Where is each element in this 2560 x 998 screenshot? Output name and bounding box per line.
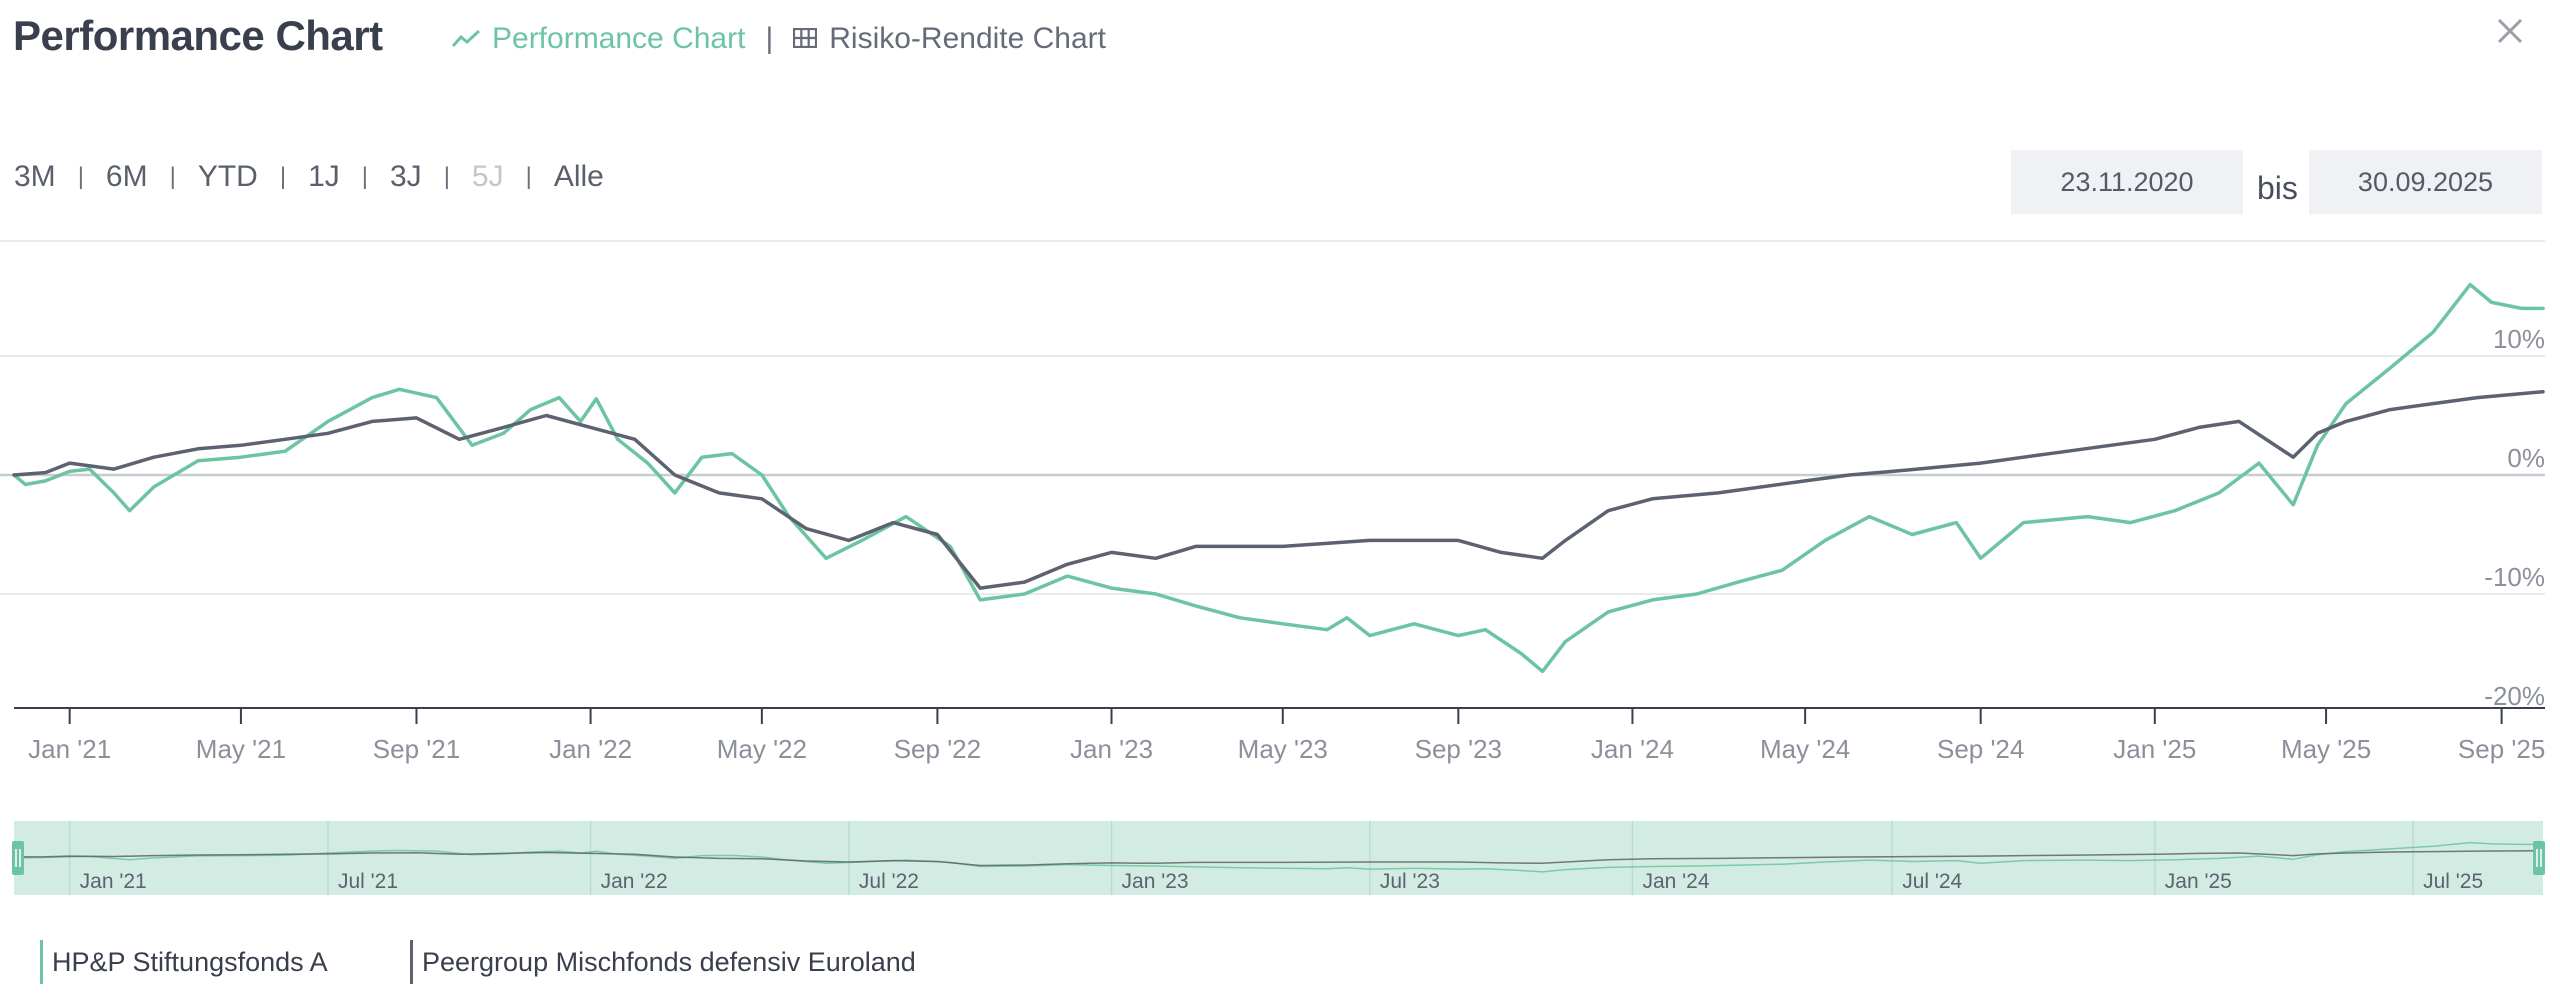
range-button-ytd[interactable]: YTD: [197, 160, 258, 193]
legend-item-peergroup[interactable]: Peergroup Mischfonds defensiv Euroland: [410, 940, 916, 984]
table-grid-icon: [793, 22, 818, 56]
navigator-tick-label: Jan '22: [601, 870, 668, 893]
series-line-peergroup: [12, 389, 2545, 590]
tab-performance-chart[interactable]: Performance Chart: [451, 22, 746, 56]
range-separator: |: [525, 163, 532, 190]
range-buttons: 3M | 6M | YTD | 1J | 3J | 5J | Alle: [14, 160, 604, 194]
navigator-tick-label: Jul '24: [1902, 870, 1962, 893]
x-tick-label: Jan '24: [1591, 734, 1674, 764]
legend-label-peergroup: Peergroup Mischfonds defensiv Euroland: [422, 946, 916, 977]
tab-risiko-rendite-chart[interactable]: Risiko-Rendite Chart: [793, 22, 1106, 56]
navigator-handle-body: [12, 841, 24, 875]
navigator-handle-left[interactable]: [12, 841, 24, 875]
navigator-line-fund: [13, 841, 2543, 873]
x-tick-label: May '25: [2281, 734, 2371, 764]
x-tick-label: May '21: [196, 734, 286, 764]
range-button-3j[interactable]: 3J: [390, 160, 422, 193]
performance-line-chart: 10% 0% -10% -20% Jan '21 May '21 Sep '21 Jan '2…: [0, 240, 2545, 764]
x-tick-label: Sep '24: [1937, 734, 2024, 764]
range-button-1j[interactable]: 1J: [308, 160, 340, 193]
navigator-tick-label: Jul '25: [2423, 870, 2483, 893]
navigator-tick-label: Jan '25: [2165, 870, 2232, 893]
y-tick-label: 10%: [2493, 324, 2545, 354]
y-tick-label: -20%: [2484, 681, 2545, 711]
x-tick-label: May '24: [1760, 734, 1850, 764]
x-tick-label: Jan '22: [549, 734, 632, 764]
x-tick-label: Jan '25: [2113, 734, 2196, 764]
x-tick-label: Sep '22: [894, 734, 981, 764]
navigator-tick-label: Jan '23: [1122, 870, 1189, 893]
tab-performance-chart-label: Performance Chart: [492, 22, 746, 55]
legend-item-fund[interactable]: HP&P Stiftungsfonds A: [40, 940, 328, 984]
navigator-handle-body: [2533, 841, 2545, 875]
navigator-line-peergroup: [13, 849, 2544, 867]
range-button-3m[interactable]: 3M: [14, 160, 56, 193]
tab-risiko-rendite-chart-label: Risiko-Rendite Chart: [829, 22, 1107, 55]
x-tick-label: Sep '25: [2458, 734, 2545, 764]
legend-swatch-peergroup: [410, 940, 413, 984]
chart-navigator[interactable]: Jan '21 Jul '21 Jan '22 Jul '22 Jan '23 Jul '…: [0, 815, 2560, 895]
x-tick-label: Jan '23: [1070, 734, 1153, 764]
x-tick-label: Sep '23: [1415, 734, 1502, 764]
line-chart-icon: [451, 22, 481, 56]
y-tick-label: 0%: [2507, 443, 2545, 473]
range-button-alle[interactable]: Alle: [553, 160, 604, 193]
range-separator: |: [443, 163, 450, 190]
navigator-tick-label: Jan '21: [80, 870, 147, 893]
navigator-tick-label: Jul '22: [859, 870, 919, 893]
page-title: Performance Chart: [13, 12, 383, 59]
navigator-tick-label: Jan '24: [1642, 870, 1709, 893]
x-tick-label: Sep '21: [373, 734, 460, 764]
range-separator: |: [169, 163, 176, 190]
date-from-input[interactable]: [2011, 150, 2243, 214]
x-tick-label: May '22: [717, 734, 807, 764]
navigator-selection: [14, 821, 2543, 895]
range-separator: |: [77, 163, 84, 190]
y-tick-label: -10%: [2484, 562, 2545, 592]
navigator-tick-label: Jul '21: [338, 870, 398, 893]
date-range-bis-label: bis: [2257, 170, 2298, 206]
series-line-fund: [12, 282, 2545, 674]
close-icon: [2497, 18, 2523, 44]
range-separator: |: [279, 163, 287, 190]
tab-separator: |: [765, 22, 774, 55]
x-tick-label: May '23: [1238, 734, 1328, 764]
range-button-5j: 5J: [471, 160, 504, 193]
legend-label-fund: HP&P Stiftungsfonds A: [52, 946, 328, 977]
chart-tabs: Performance Chart | Risiko-Rendite Chart: [451, 22, 1106, 56]
x-tick-label: Jan '21: [28, 734, 111, 764]
close-button[interactable]: [2492, 10, 2528, 50]
range-button-6m[interactable]: 6M: [105, 160, 148, 193]
navigator-handle-right[interactable]: [2533, 841, 2545, 875]
legend-swatch-fund: [40, 940, 43, 984]
date-to-input[interactable]: [2309, 150, 2542, 214]
navigator-tick-label: Jul '23: [1380, 870, 1440, 893]
range-separator: |: [361, 163, 368, 190]
